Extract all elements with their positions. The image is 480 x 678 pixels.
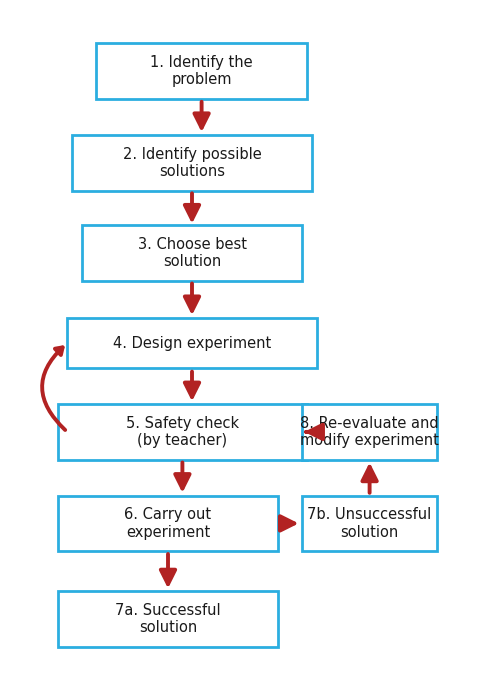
FancyBboxPatch shape (302, 404, 437, 460)
FancyBboxPatch shape (58, 496, 278, 551)
FancyBboxPatch shape (67, 317, 317, 369)
FancyBboxPatch shape (58, 591, 278, 647)
Text: 7a. Successful
solution: 7a. Successful solution (115, 603, 221, 635)
FancyBboxPatch shape (302, 496, 437, 551)
Text: 5. Safety check
(by teacher): 5. Safety check (by teacher) (126, 416, 239, 448)
Text: 1. Identify the
problem: 1. Identify the problem (150, 55, 253, 87)
Text: 4. Design experiment: 4. Design experiment (113, 336, 271, 351)
Text: 6. Carry out
experiment: 6. Carry out experiment (124, 507, 212, 540)
FancyArrowPatch shape (42, 347, 65, 430)
FancyBboxPatch shape (82, 225, 302, 281)
Text: 7b. Unsuccessful
solution: 7b. Unsuccessful solution (308, 507, 432, 540)
FancyBboxPatch shape (58, 404, 307, 460)
FancyBboxPatch shape (96, 43, 307, 99)
Text: 8. Re-evaluate and
modify experiment: 8. Re-evaluate and modify experiment (300, 416, 439, 448)
FancyBboxPatch shape (72, 135, 312, 191)
Text: 3. Choose best
solution: 3. Choose best solution (137, 237, 247, 269)
Text: 2. Identify possible
solutions: 2. Identify possible solutions (122, 146, 262, 179)
